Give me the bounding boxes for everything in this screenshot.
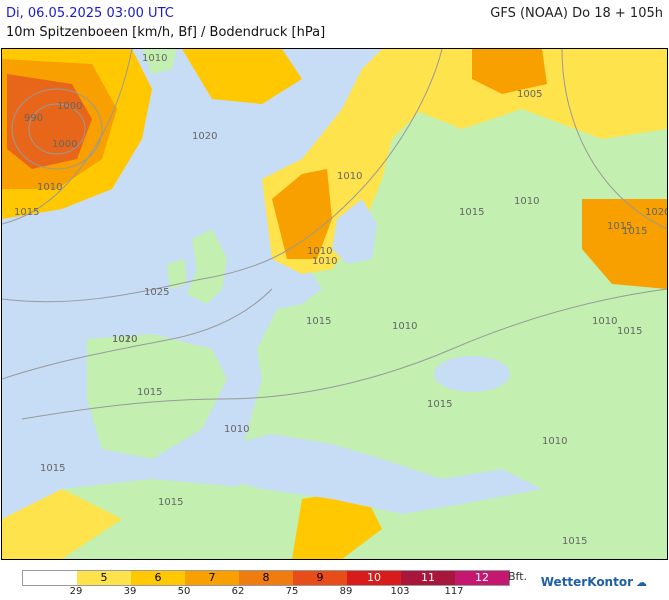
- isobar-label: 1010: [592, 316, 617, 327]
- forecast-valid-time: Di, 06.05.2025 03:00 UTC: [6, 6, 174, 21]
- isobar-label: 1020: [192, 131, 217, 142]
- isobar-label: 1005: [517, 89, 542, 100]
- legend-bft-label: 8: [262, 571, 270, 584]
- color-legend: 5 6 7 8 9 10 11 12: [22, 570, 510, 586]
- land-great-britain: [187, 229, 227, 304]
- isobar-label: 1015: [607, 221, 632, 232]
- sea-black: [434, 356, 510, 392]
- isobar-label: 1025: [144, 287, 169, 298]
- isobar-label: 1010: [112, 334, 137, 345]
- gust-zone-norway-sea: [272, 169, 332, 259]
- isobar-label: 1010: [392, 321, 417, 332]
- model-run-info: GFS (NOAA) Do 18 + 105h: [490, 6, 663, 21]
- legend-bft-label: 5: [100, 571, 108, 584]
- legend-bft-label: 12: [475, 571, 489, 584]
- isobar-label: 1015: [40, 463, 65, 474]
- legend-kmh-label: 117: [444, 586, 464, 597]
- legend-swatch: 5: [77, 571, 131, 585]
- isobar-label: 1010: [542, 436, 567, 447]
- isobar-label: 1015: [306, 316, 331, 327]
- isobar-label: 1010: [312, 256, 337, 267]
- legend-bft-label: 9: [316, 571, 324, 584]
- gust-zone-north: [182, 49, 302, 104]
- gust-zone-africa: [2, 489, 122, 559]
- legend-kmh-label: 103: [390, 586, 410, 597]
- legend-kmh-label: 29: [69, 586, 83, 597]
- legend-kmh-label: 75: [285, 586, 299, 597]
- isobar-label: 1015: [459, 207, 484, 218]
- brand-name: WetterKontor: [540, 575, 633, 589]
- isobar-label: 1000: [57, 101, 82, 112]
- wetterkontor-logo: WetterKontor ☁: [541, 575, 647, 589]
- isobar-label: 1015: [617, 326, 642, 337]
- isobar-label: 1015: [137, 387, 162, 398]
- sea-mediterranean: [202, 434, 542, 514]
- sea-baltic: [332, 199, 377, 264]
- isobar-label: 1015: [562, 536, 587, 547]
- legend-unit: Bft.: [508, 570, 528, 583]
- legend-swatch: 10: [347, 571, 401, 585]
- isobar-label: 1020: [112, 334, 137, 345]
- legend-bft-label: 6: [154, 571, 162, 584]
- weather-map[interactable]: 1010 1000 990 1000 1005 1010 1020 1010 1…: [1, 48, 668, 560]
- weather-icon: ☁: [636, 576, 647, 589]
- legend-swatch: [23, 571, 77, 585]
- isobar-label: 990: [24, 113, 43, 124]
- gust-zone-kazakh: [582, 199, 667, 289]
- isobar-label: 1010: [307, 246, 332, 257]
- gust-zone-russia-core: [472, 49, 547, 94]
- isobar-label: 1015: [14, 207, 39, 218]
- legend-swatch: 8: [239, 571, 293, 585]
- isobars: [2, 49, 667, 420]
- isobar-label: 1010: [142, 53, 167, 64]
- legend-kmh-label: 50: [177, 586, 191, 597]
- isobar-label: 1010: [224, 424, 249, 435]
- legend-bft-label: 10: [367, 571, 381, 584]
- isobar-label: 1015: [427, 399, 452, 410]
- isobar-label: 1010: [337, 171, 362, 182]
- isobar-label: 1020: [645, 207, 667, 218]
- map-parameter-title: 10m Spitzenboeen [km/h, Bf] / Bodendruck…: [6, 25, 326, 40]
- land-iceland: [142, 49, 177, 74]
- legend-swatch: 11: [401, 571, 455, 585]
- gust-zone-libya: [292, 489, 382, 559]
- legend-kmh-label: 62: [231, 586, 245, 597]
- legend-kmh-label: 39: [123, 586, 137, 597]
- land-iberia: [87, 334, 227, 459]
- isobar-label: 1015: [158, 497, 183, 508]
- legend-swatch: 9: [293, 571, 347, 585]
- isobar-label: 1015: [622, 226, 647, 237]
- legend-swatch: 7: [185, 571, 239, 585]
- land-ireland: [167, 259, 187, 289]
- isobar-label: 1010: [37, 182, 62, 193]
- legend-bft-label: 11: [421, 571, 435, 584]
- legend-bft-label: 7: [208, 571, 216, 584]
- legend-kmh-label: 89: [339, 586, 353, 597]
- legend-swatch: 12: [455, 571, 509, 585]
- isobar-label: 1010: [514, 196, 539, 207]
- isobar-label: 1000: [52, 139, 77, 150]
- legend-swatch: 6: [131, 571, 185, 585]
- isobar-labels: 1010 1000 990 1000 1005 1010 1020 1010 1…: [14, 53, 667, 547]
